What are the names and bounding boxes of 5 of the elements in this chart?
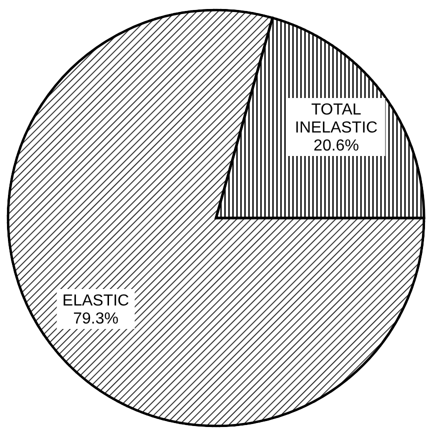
data-label: 79.3% <box>73 310 118 328</box>
pie-slice <box>7 8 426 428</box>
data-label: 20.6% <box>314 137 359 154</box>
slice-label: ELASTIC <box>62 292 130 310</box>
slice-label: TOTAL INELASTIC <box>294 101 378 136</box>
